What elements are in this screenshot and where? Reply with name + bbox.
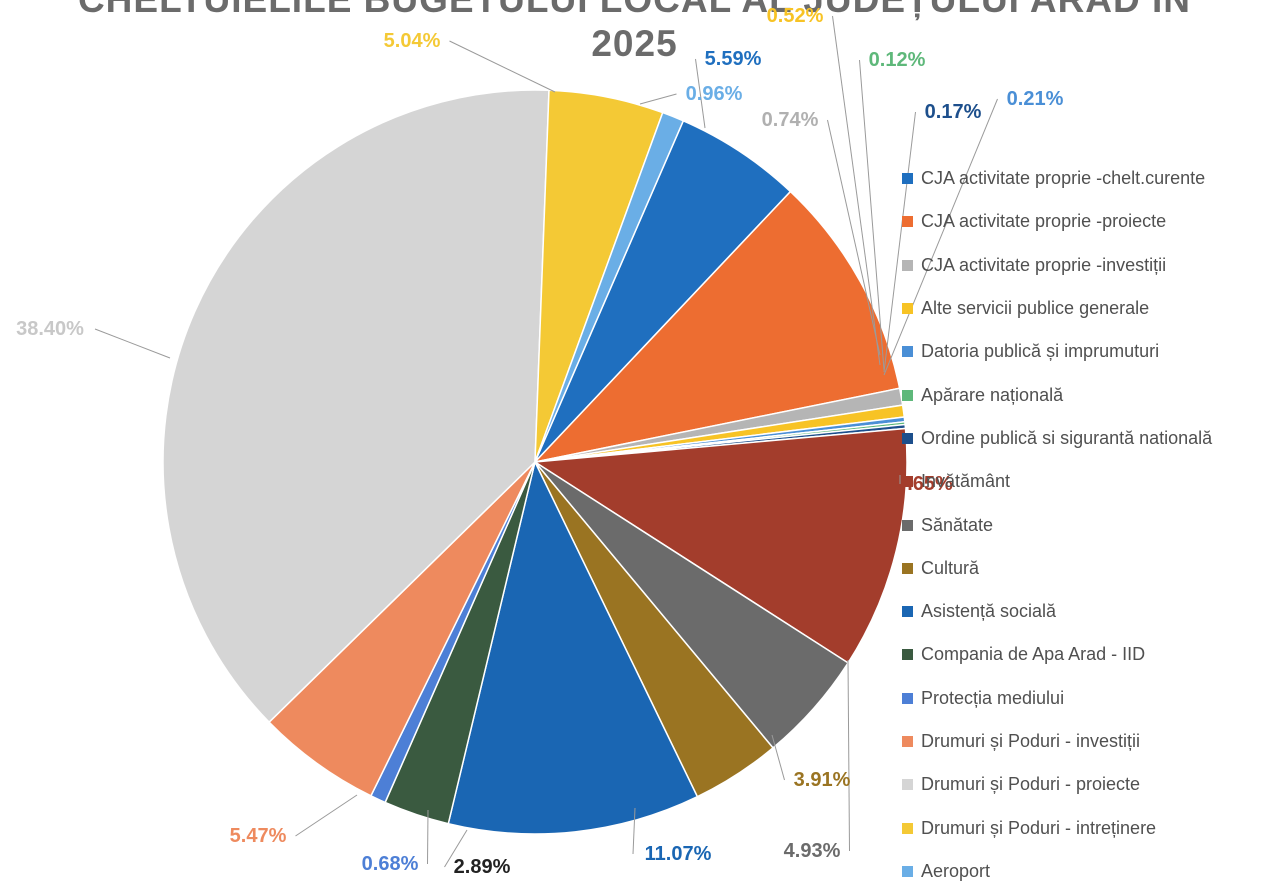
legend-item-1: CJA activitate proprie -chelt.curente [902,157,1212,200]
legend-swatch [902,476,913,487]
legend-swatch [902,303,913,314]
legend-label: Cultură [921,558,979,579]
legend-item-14: Drumuri și Poduri - investiții [902,720,1212,763]
legend-label: Drumuri și Poduri - investiții [921,731,1140,752]
data-label-5: 0.21% [1007,88,1064,110]
legend-label: Protecția mediului [921,688,1064,709]
legend-swatch [902,216,913,227]
legend-item-7: Ordine publică si sigurantă natională [902,417,1212,460]
data-label-14: 5.47% [230,825,287,847]
data-label-11: 11.07% [645,843,712,865]
legend-label: Compania de Apa Arad - IID [921,644,1145,665]
chart-legend: CJA activitate proprie -chelt.curente CJA… [902,157,1212,893]
legend-label: CJA activitate proprie -chelt.curente [921,168,1205,189]
legend-label: Aeroport [921,861,990,882]
legend-item-16: Drumuri și Poduri - intreținere [902,806,1212,849]
legend-label: Alte servicii publice generale [921,298,1149,319]
leader-line-13 [428,810,429,864]
legend-item-15: Drumuri și Poduri - proiecte [902,763,1212,806]
legend-label: Drumuri și Poduri - intreținere [921,818,1156,839]
legend-label: Asistență socială [921,601,1056,622]
data-label-3: 0.74% [762,109,819,131]
legend-item-10: Cultură [902,547,1212,590]
legend-item-4: Alte servicii publice generale [902,287,1212,330]
leader-line-15 [95,329,170,358]
data-label-6: 0.12% [869,49,926,71]
data-label-16: 5.04% [384,30,441,52]
legend-swatch [902,866,913,877]
legend-swatch [902,346,913,357]
legend-label: Apărare națională [921,385,1063,406]
data-label-17: 0.96% [686,83,743,105]
legend-swatch [902,693,913,704]
legend-swatch [902,433,913,444]
data-label-15: 38.40% [16,318,84,340]
legend-label: Drumuri și Poduri - proiecte [921,774,1140,795]
legend-swatch [902,520,913,531]
legend-swatch [902,260,913,271]
legend-item-12: Compania de Apa Arad - IID [902,633,1212,676]
leader-line-9 [848,660,850,851]
legend-swatch [902,736,913,747]
legend-label: Ordine publică si sigurantă natională [921,428,1212,449]
data-label-12: 2.89% [454,856,511,878]
legend-item-6: Apărare națională [902,373,1212,416]
legend-label: Sănătate [921,515,993,536]
legend-swatch [902,563,913,574]
legend-item-17: Aeroport [902,850,1212,893]
legend-label: Datoria publică și imprumuturi [921,341,1159,362]
data-label-4: 0.52% [767,5,824,27]
legend-item-5: Datoria publică și imprumuturi [902,330,1212,373]
data-label-10: 3.91% [794,769,851,791]
legend-item-11: Asistență socială [902,590,1212,633]
legend-item-13: Protecția mediului [902,677,1212,720]
legend-item-2: CJA activitate proprie -proiecte [902,200,1212,243]
leader-line-16 [450,41,556,92]
legend-label: CJA activitate proprie -investiții [921,255,1166,276]
data-label-13: 0.68% [362,853,419,875]
legend-swatch [902,606,913,617]
data-label-9: 4.93% [784,840,841,862]
leader-line-14 [296,795,358,836]
legend-swatch [902,823,913,834]
data-label-7: 0.17% [925,101,982,123]
legend-item-3: CJA activitate proprie -investiții [902,244,1212,287]
data-label-1: 5.59% [705,48,762,70]
legend-item-8: Invătământ [902,460,1212,503]
legend-item-9: Sănătate [902,503,1212,546]
legend-swatch [902,779,913,790]
legend-swatch [902,390,913,401]
leader-line-17 [640,94,677,104]
legend-label: Invătământ [921,471,1010,492]
legend-swatch [902,173,913,184]
legend-label: CJA activitate proprie -proiecte [921,211,1166,232]
legend-swatch [902,649,913,660]
